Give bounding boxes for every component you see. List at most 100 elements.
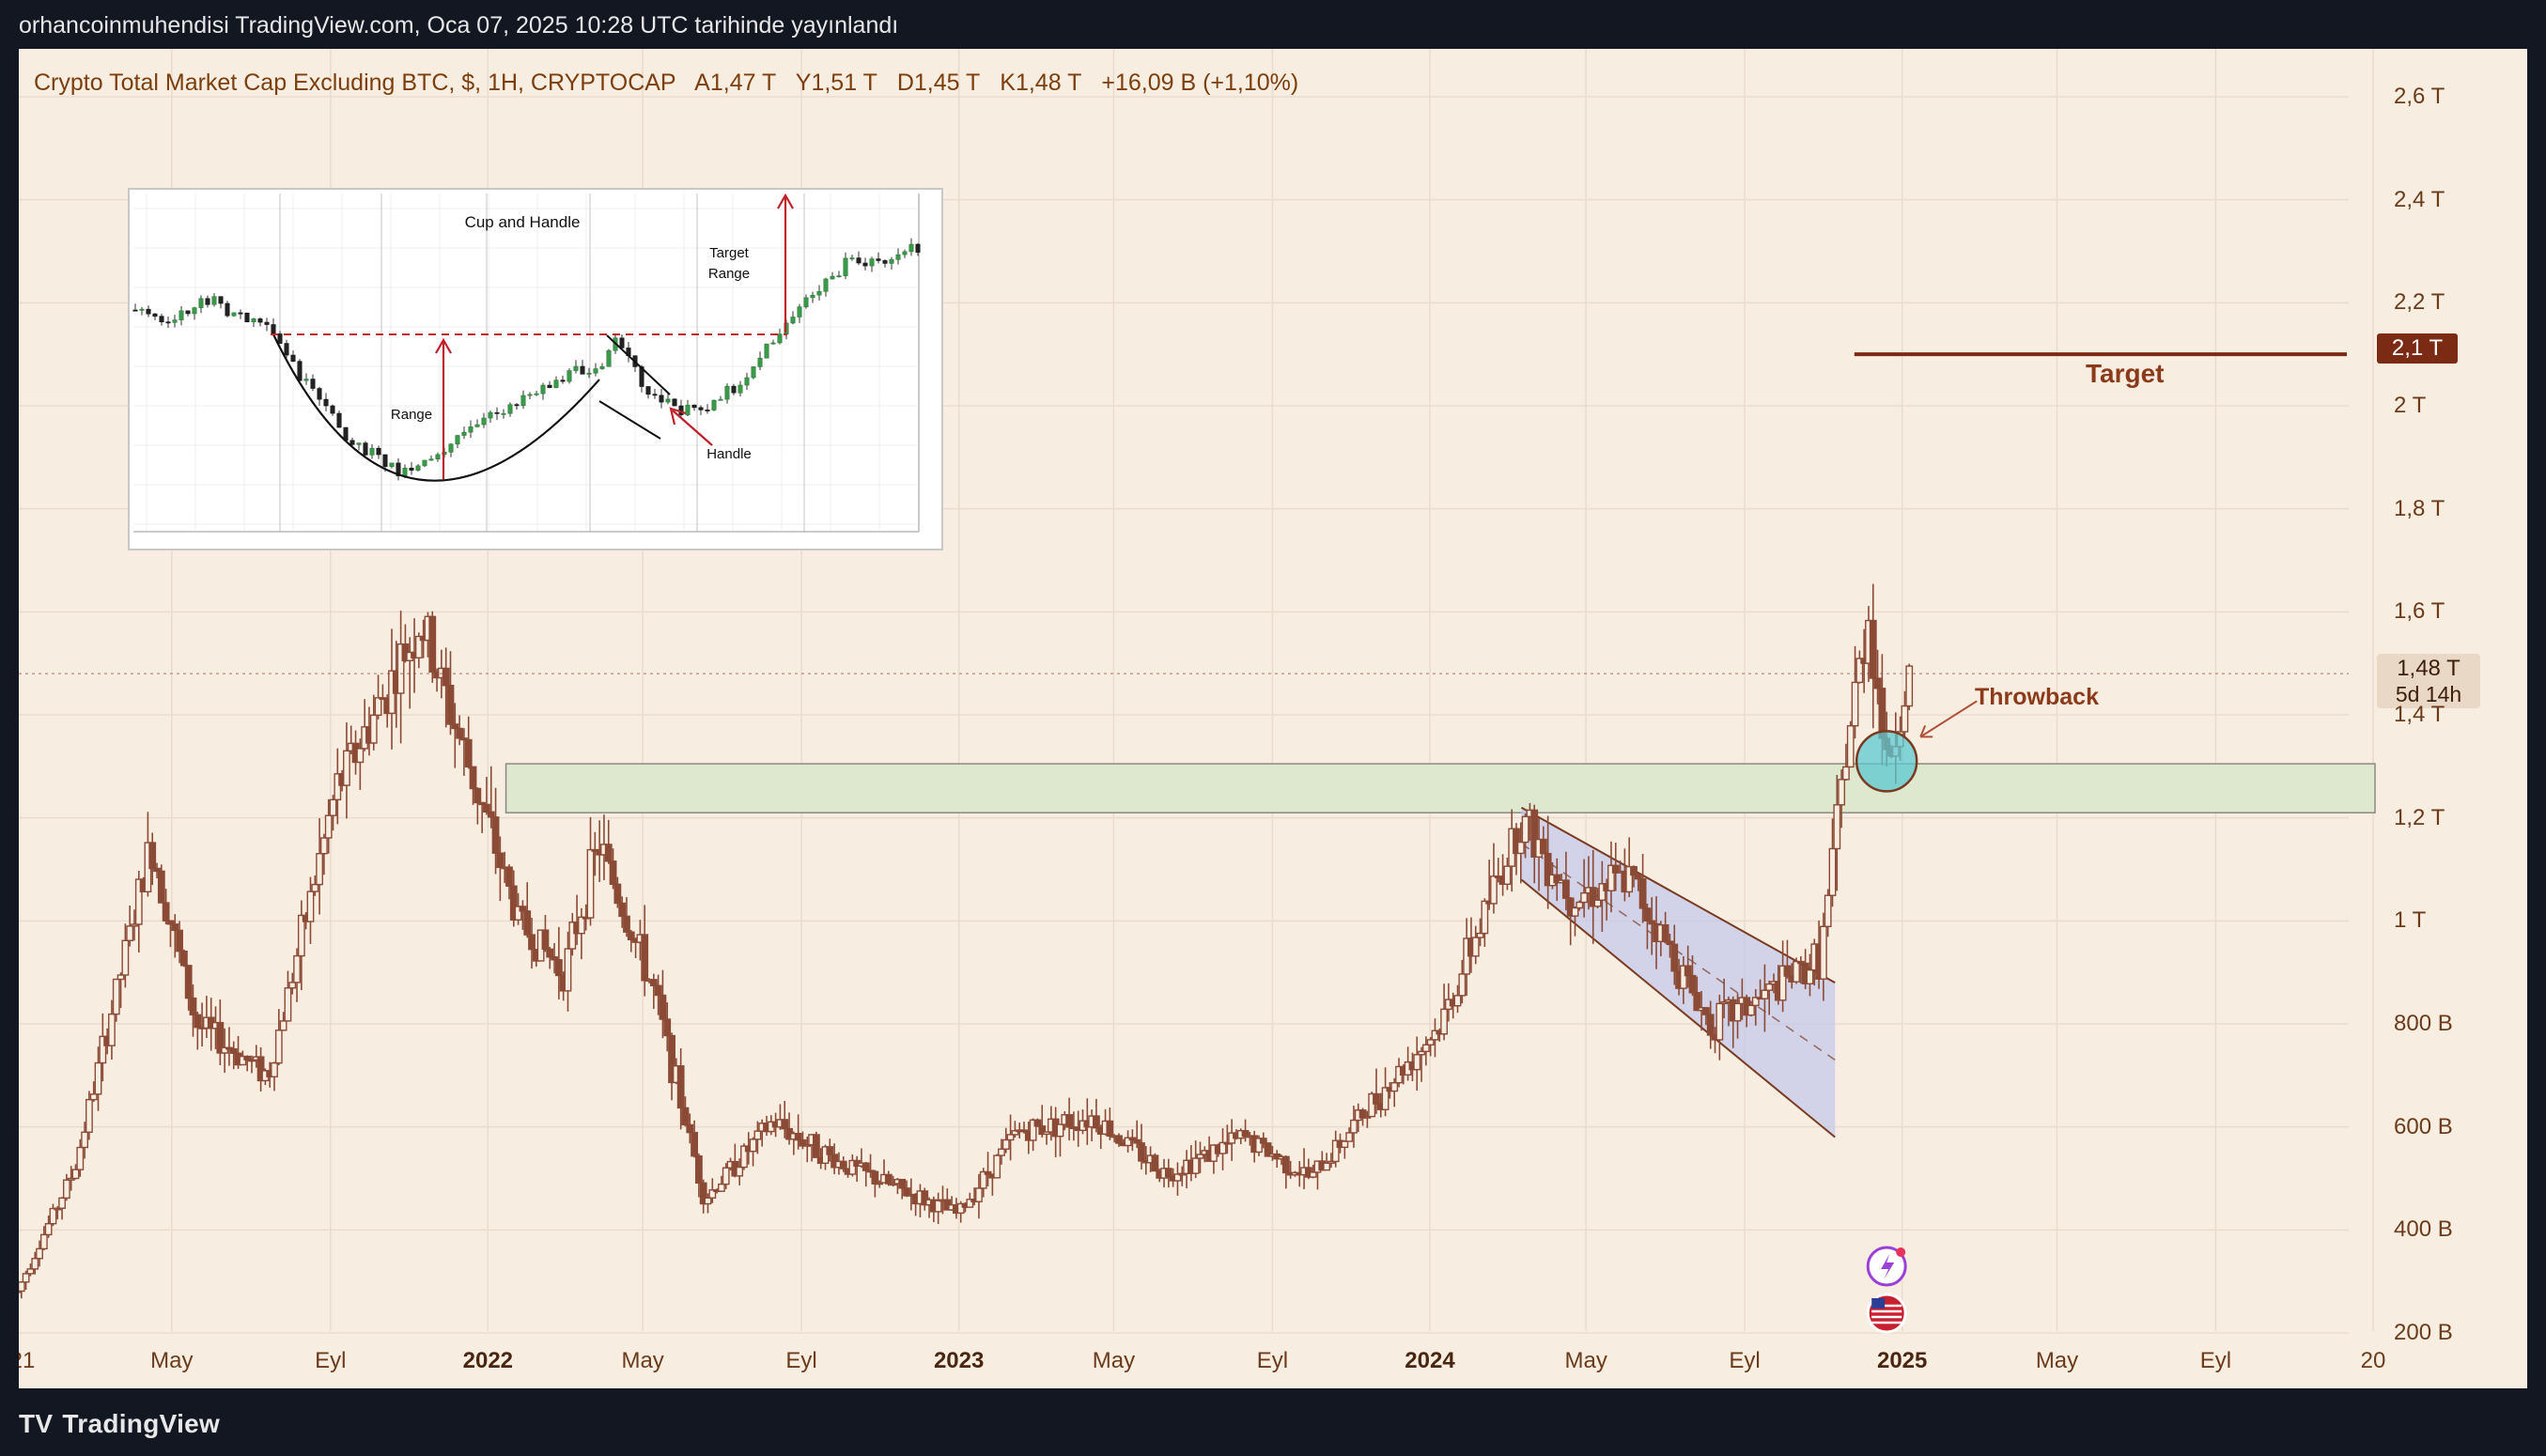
candle-body bbox=[19, 1290, 21, 1293]
candle-body bbox=[329, 798, 337, 816]
candle-body bbox=[1196, 1154, 1204, 1159]
candle-body bbox=[668, 1034, 675, 1084]
inset-candle bbox=[448, 443, 454, 453]
inset-candle bbox=[593, 368, 598, 374]
candle-body bbox=[26, 1268, 35, 1275]
tradingview-logo[interactable]: TV TradingView bbox=[19, 1409, 220, 1439]
inset-candle bbox=[297, 361, 303, 381]
inset-candle bbox=[567, 370, 572, 382]
inset-candle bbox=[284, 343, 289, 356]
candle-body bbox=[1345, 1132, 1354, 1142]
candle-body bbox=[153, 867, 161, 873]
y-tick-label: 2 T bbox=[2394, 393, 2427, 418]
candle-body bbox=[1747, 1004, 1755, 1016]
inset-candle bbox=[889, 259, 894, 264]
candle-body bbox=[618, 902, 627, 918]
candle-body bbox=[551, 956, 558, 961]
candle-body bbox=[1869, 619, 1877, 679]
inset-candle bbox=[336, 412, 342, 428]
inset-candle bbox=[514, 404, 520, 407]
candle-body bbox=[374, 697, 382, 717]
candle-body bbox=[975, 1187, 983, 1202]
inset-candle bbox=[303, 379, 309, 381]
inset-candle bbox=[257, 318, 263, 323]
candle-body bbox=[1038, 1125, 1047, 1136]
candle-body bbox=[229, 1048, 238, 1054]
candle-body bbox=[148, 842, 157, 870]
candle-body bbox=[1778, 965, 1787, 1001]
inset-title: Cup and Handle bbox=[465, 213, 581, 231]
inset-candle bbox=[146, 308, 151, 315]
candle-body bbox=[1684, 965, 1692, 977]
candle-body bbox=[1138, 1142, 1145, 1162]
inset-candle bbox=[540, 384, 546, 395]
candle-body bbox=[1593, 899, 1602, 907]
candle-body bbox=[749, 1138, 757, 1153]
candle-body bbox=[116, 974, 125, 981]
candle-body bbox=[627, 931, 635, 940]
y-tick-label: 1 T bbox=[2394, 907, 2427, 934]
candle-body bbox=[1006, 1134, 1015, 1141]
candle-body bbox=[848, 1159, 857, 1175]
price-chart[interactable] bbox=[19, 49, 2527, 1388]
inset-candle bbox=[520, 395, 526, 406]
candle-body bbox=[979, 1170, 987, 1189]
inset-candle bbox=[586, 372, 592, 375]
candle-body bbox=[469, 766, 477, 790]
candle-body bbox=[1576, 901, 1584, 909]
inset-candle bbox=[737, 384, 743, 394]
candle-body bbox=[1453, 995, 1462, 1007]
inset-candle bbox=[882, 260, 888, 264]
candle-body bbox=[1164, 1168, 1172, 1178]
inset-target-label-2: Range bbox=[708, 266, 750, 282]
candle-body bbox=[1571, 906, 1579, 917]
target-price-badge: 2,1 T bbox=[2377, 333, 2458, 364]
y-tick-label: 2,2 T bbox=[2394, 289, 2445, 316]
candle-body bbox=[519, 906, 527, 912]
x-tick-label: Eyl bbox=[785, 1348, 817, 1373]
chart-area[interactable]: Crypto Total Market Cap Excluding BTC, $… bbox=[19, 49, 2527, 1388]
ohlc-high: Y1,51 T bbox=[795, 70, 877, 96]
inset-candle bbox=[396, 462, 401, 476]
candle-body bbox=[1178, 1172, 1187, 1176]
candle-body bbox=[781, 1119, 789, 1130]
candle-body bbox=[1702, 1007, 1710, 1015]
last-price-badge: 1,48 T 5d 14h bbox=[2377, 654, 2480, 708]
inset-candle bbox=[159, 316, 164, 323]
inset-candle bbox=[225, 302, 230, 317]
candle-body bbox=[803, 1143, 812, 1147]
candle-body bbox=[1413, 1054, 1421, 1071]
candle-body bbox=[311, 883, 319, 892]
candle-body bbox=[71, 1169, 80, 1180]
inset-candle bbox=[323, 398, 329, 407]
candle-body bbox=[44, 1222, 53, 1236]
candle-body bbox=[641, 934, 649, 982]
candle-body bbox=[876, 1182, 884, 1185]
candle-body bbox=[1281, 1155, 1290, 1174]
inset-candle bbox=[389, 462, 395, 467]
candle-body bbox=[1115, 1135, 1123, 1144]
candle-body bbox=[681, 1107, 690, 1126]
y-tick-label: 600 B bbox=[2394, 1113, 2453, 1139]
candle-body bbox=[19, 1281, 25, 1293]
candle-body bbox=[1539, 838, 1547, 855]
candle-body bbox=[1625, 865, 1634, 893]
candle-body bbox=[659, 994, 667, 1020]
symbol-title[interactable]: Crypto Total Market Cap Excluding BTC, $… bbox=[34, 70, 676, 96]
candle-body bbox=[1905, 665, 1914, 707]
candle-body bbox=[67, 1177, 75, 1181]
candle-body bbox=[505, 866, 513, 887]
candle-body bbox=[1796, 960, 1805, 965]
inset-candle bbox=[869, 258, 875, 267]
candle-body bbox=[473, 787, 482, 804]
symbol-legend[interactable]: Crypto Total Market Cap Excluding BTC, $… bbox=[34, 70, 1312, 97]
candle-body bbox=[889, 1183, 897, 1186]
inset-candle bbox=[645, 386, 651, 395]
inset-candle bbox=[580, 365, 585, 375]
cup-curve bbox=[272, 332, 600, 482]
candle-body bbox=[1503, 865, 1512, 885]
x-tick-label: 21 bbox=[19, 1348, 36, 1373]
candle-body bbox=[826, 1146, 834, 1155]
x-tick-label: 2023 bbox=[933, 1348, 985, 1373]
lightning-icon-bolt bbox=[1881, 1254, 1895, 1279]
